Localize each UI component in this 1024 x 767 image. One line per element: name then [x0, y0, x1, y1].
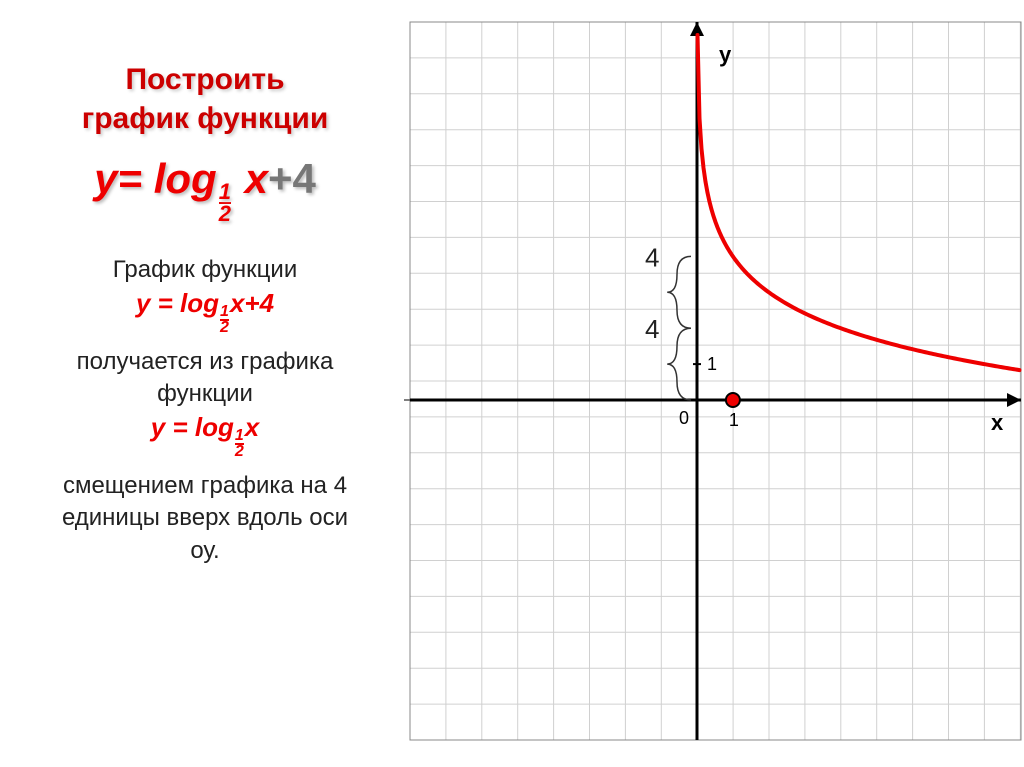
- formula-log: log: [154, 155, 217, 202]
- svg-text:0: 0: [679, 408, 689, 428]
- svg-text:y: y: [719, 42, 732, 67]
- formula1-den: 2: [220, 319, 229, 335]
- svg-text:1: 1: [729, 410, 739, 430]
- main-formula: y= log12 x+4: [30, 158, 380, 224]
- formula2-suffix: x: [245, 412, 259, 442]
- formula1-fraction: 12: [220, 305, 229, 336]
- title-line-2: график функции: [82, 102, 329, 135]
- desc-line-2a: получается из графика: [77, 348, 334, 375]
- formula2-num: 1: [235, 429, 244, 443]
- formula-eq: =: [118, 155, 143, 202]
- chart-panel: y x 1 1 0 4 4: [400, 0, 1024, 767]
- fraction-denominator: 2: [219, 202, 231, 224]
- formula1-suffix: x+4: [230, 288, 274, 318]
- formula-base-fraction: 12: [219, 182, 231, 224]
- desc-line-3b: единицы вверх вдоль оси: [62, 504, 348, 531]
- formula-x: x: [245, 155, 268, 202]
- desc-line-3a: смещением графика на 4: [63, 472, 347, 499]
- title-line-1: Построить: [125, 63, 284, 96]
- formula2-fraction: 12: [235, 429, 244, 460]
- svg-text:4: 4: [645, 242, 659, 272]
- formula2-den: 2: [235, 443, 244, 459]
- formula-y: y: [94, 155, 117, 202]
- svg-text:4: 4: [645, 314, 659, 344]
- page-title: Построить график функции: [30, 60, 380, 138]
- formula1-num: 1: [220, 305, 229, 319]
- formula-plus4: +4: [268, 155, 316, 202]
- description-block: График функции y = log12x+4 получается и…: [30, 254, 380, 567]
- formula1-prefix: y = log: [136, 288, 219, 318]
- inline-formula-1: y = log12x+4: [136, 290, 274, 335]
- function-chart: y x 1 1 0 4 4: [400, 0, 1024, 767]
- desc-line-3c: оу.: [190, 537, 219, 564]
- text-panel: Построить график функции y= log12 x+4 Гр…: [0, 0, 400, 767]
- fraction-numerator: 1: [219, 182, 231, 202]
- desc-line-1: График функции: [113, 256, 297, 283]
- inline-formula-2: y = log12x: [151, 414, 259, 459]
- desc-line-2b: функции: [157, 380, 253, 407]
- svg-text:1: 1: [707, 354, 717, 374]
- formula2-prefix: y = log: [151, 412, 234, 442]
- svg-text:x: x: [991, 410, 1004, 435]
